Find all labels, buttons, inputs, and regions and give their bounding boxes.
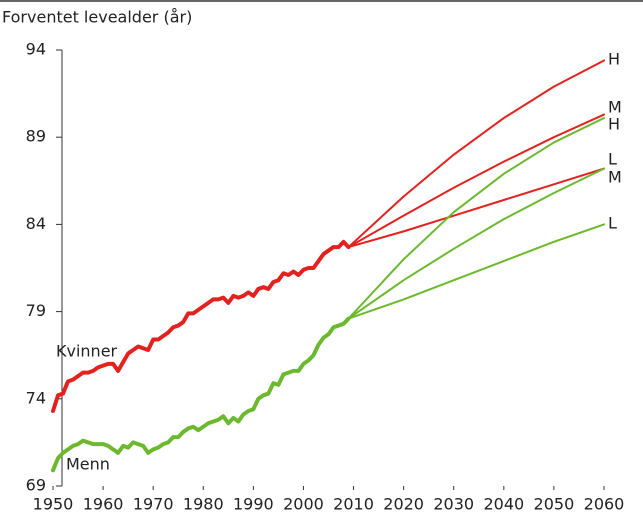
series-line bbox=[347, 59, 605, 249]
series-line bbox=[51, 239, 351, 414]
series-label: L bbox=[608, 214, 617, 233]
series-label: M bbox=[608, 98, 622, 117]
y-tick-label: 94 bbox=[26, 40, 46, 59]
series-line bbox=[51, 316, 351, 473]
y-tick-label: 79 bbox=[26, 301, 46, 320]
series-line bbox=[347, 223, 605, 320]
x-tick-label: 2060 bbox=[584, 495, 625, 514]
series-line bbox=[347, 113, 605, 249]
series-label: H bbox=[608, 50, 620, 69]
x-tick-label: 1970 bbox=[133, 495, 174, 514]
x-tick-label: 2050 bbox=[534, 495, 575, 514]
series-label: Menn bbox=[66, 455, 110, 474]
series-label: L bbox=[608, 150, 617, 169]
x-tick-label: 1980 bbox=[183, 495, 224, 514]
x-tick-label: 1990 bbox=[233, 495, 274, 514]
series-label: M bbox=[608, 168, 622, 187]
series-line bbox=[347, 117, 605, 320]
x-tick-label: 1950 bbox=[33, 495, 74, 514]
x-tick-label: 2030 bbox=[433, 495, 474, 514]
y-tick-label: 69 bbox=[26, 476, 46, 495]
x-tick-label: 2010 bbox=[333, 495, 374, 514]
y-tick-label: 84 bbox=[26, 214, 46, 233]
series-label: Kvinner bbox=[56, 342, 118, 361]
x-tick-label: 2020 bbox=[383, 495, 424, 514]
series-label: H bbox=[608, 115, 620, 134]
series-line bbox=[347, 167, 605, 320]
series-line bbox=[347, 167, 605, 249]
x-tick-label: 1960 bbox=[83, 495, 124, 514]
x-tick-label: 2000 bbox=[283, 495, 324, 514]
y-tick-label: 74 bbox=[26, 388, 46, 407]
x-tick-label: 2040 bbox=[483, 495, 524, 514]
y-axis-label: Forventet levealder (år) bbox=[2, 8, 192, 27]
y-tick-label: 89 bbox=[26, 127, 46, 146]
